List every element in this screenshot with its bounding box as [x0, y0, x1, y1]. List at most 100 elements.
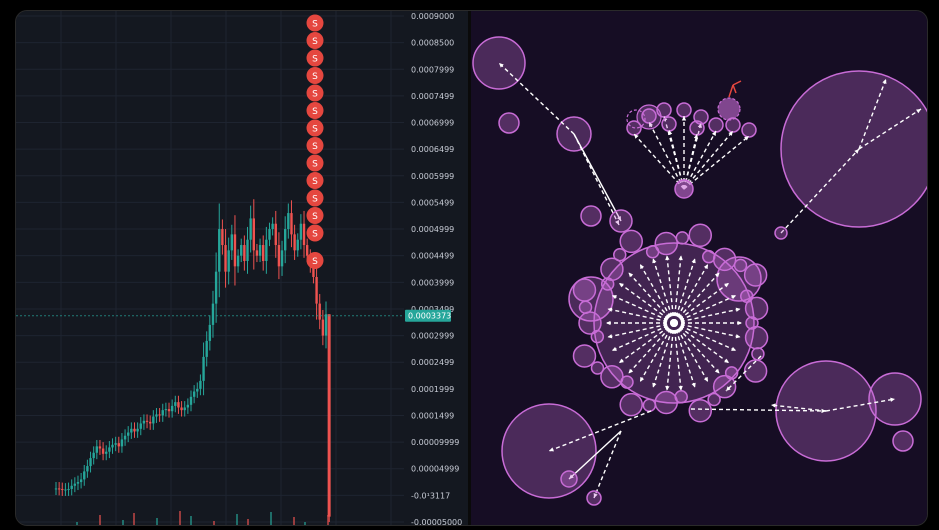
- candle[interactable]: [186, 404, 190, 408]
- candle[interactable]: [224, 245, 227, 272]
- candle[interactable]: [274, 223, 277, 246]
- candle[interactable]: [192, 391, 196, 397]
- wallet-bubble[interactable]: [725, 117, 741, 133]
- wallet-bubble[interactable]: [716, 256, 762, 302]
- candle[interactable]: [262, 245, 265, 262]
- wallet-bubble[interactable]: [498, 112, 520, 134]
- crash-candle[interactable]: [327, 314, 331, 517]
- candle[interactable]: [148, 421, 152, 424]
- wallet-bubble[interactable]: [636, 104, 662, 130]
- wallet-bubble[interactable]: [892, 430, 914, 452]
- wallet-bubble[interactable]: [590, 361, 605, 375]
- sell-marker[interactable]: S: [306, 172, 324, 189]
- candle[interactable]: [95, 446, 99, 453]
- wallet-bubble[interactable]: [676, 102, 692, 118]
- candle[interactable]: [139, 423, 142, 429]
- candle[interactable]: [315, 276, 318, 304]
- candle[interactable]: [240, 245, 243, 256]
- candle[interactable]: [255, 250, 259, 256]
- candle[interactable]: [89, 458, 92, 467]
- candle[interactable]: [312, 266, 315, 277]
- candle[interactable]: [293, 234, 296, 251]
- candle[interactable]: [101, 448, 105, 454]
- candle[interactable]: [161, 410, 164, 416]
- candle[interactable]: [127, 432, 130, 436]
- candle[interactable]: [324, 314, 328, 336]
- candle[interactable]: [133, 428, 136, 432]
- wallet-bubble[interactable]: [689, 120, 705, 136]
- candle[interactable]: [164, 409, 168, 411]
- wallet-bubble[interactable]: [774, 226, 788, 240]
- candle[interactable]: [252, 218, 255, 251]
- candle[interactable]: [142, 420, 146, 424]
- wallet-bubble[interactable]: [600, 257, 624, 281]
- sell-marker[interactable]: S: [306, 252, 324, 269]
- sell-marker[interactable]: S: [306, 14, 324, 32]
- candle[interactable]: [211, 303, 215, 325]
- sell-marker[interactable]: S: [306, 67, 324, 84]
- candle[interactable]: [177, 402, 180, 408]
- wallet-bubble[interactable]: [580, 205, 602, 227]
- wallet-bubble[interactable]: [572, 278, 597, 302]
- wallet-bubble[interactable]: [586, 490, 602, 506]
- wallet-bubble[interactable]: [619, 392, 643, 417]
- wallet-bubble[interactable]: [751, 347, 765, 361]
- candle[interactable]: [136, 428, 139, 432]
- candle[interactable]: [152, 416, 155, 424]
- candle[interactable]: [183, 407, 186, 411]
- wallet-bubble[interactable]: [613, 248, 627, 262]
- sell-marker[interactable]: S: [306, 224, 324, 242]
- wallet-bubble[interactable]: [600, 365, 624, 389]
- candle[interactable]: [321, 319, 325, 336]
- bubble-network-panel[interactable]: [471, 11, 927, 525]
- candle[interactable]: [280, 250, 284, 267]
- sell-marker[interactable]: S: [306, 49, 324, 67]
- candle[interactable]: [79, 479, 83, 483]
- candle[interactable]: [117, 443, 120, 447]
- wallet-bubble[interactable]: [733, 258, 748, 273]
- highlighted-wallet-bubble[interactable]: [717, 97, 741, 121]
- wallet-bubble[interactable]: [675, 231, 690, 245]
- candle[interactable]: [120, 439, 124, 447]
- candle[interactable]: [249, 218, 252, 240]
- candle[interactable]: [54, 488, 58, 490]
- candle[interactable]: [76, 482, 80, 484]
- candle[interactable]: [202, 356, 205, 381]
- wallet-bubble[interactable]: [642, 398, 657, 412]
- wallet-bubble[interactable]: [702, 249, 716, 264]
- candle[interactable]: [167, 409, 171, 412]
- candle[interactable]: [287, 213, 290, 230]
- sell-marker[interactable]: S: [306, 154, 324, 172]
- candle[interactable]: [145, 420, 149, 422]
- candle[interactable]: [305, 245, 309, 256]
- candle[interactable]: [230, 234, 234, 251]
- candle[interactable]: [70, 485, 73, 489]
- candle[interactable]: [57, 488, 61, 490]
- candle[interactable]: [170, 405, 174, 412]
- bubble-network-graph[interactable]: [471, 11, 927, 525]
- wallet-bubble[interactable]: [744, 325, 769, 350]
- candle[interactable]: [318, 303, 321, 320]
- wallet-bubble[interactable]: [609, 209, 633, 233]
- large-wallet-bubble[interactable]: [780, 70, 927, 228]
- candle[interactable]: [246, 239, 249, 262]
- wallet-bubble[interactable]: [688, 398, 713, 423]
- fan-source-bubble[interactable]: [674, 179, 694, 199]
- candle[interactable]: [98, 446, 102, 449]
- candle[interactable]: [105, 451, 108, 454]
- wallet-bubble[interactable]: [743, 359, 768, 383]
- wallet-bubble[interactable]: [661, 116, 677, 132]
- candle[interactable]: [189, 396, 193, 405]
- candle[interactable]: [83, 471, 86, 480]
- wallet-bubble[interactable]: [712, 247, 737, 272]
- candle[interactable]: [92, 452, 95, 459]
- price-chart-panel[interactable]: 0.0009000 0.0008500 0.0007999 0.0007499 0.00…: [16, 11, 468, 525]
- candle[interactable]: [114, 443, 117, 445]
- candle[interactable]: [67, 488, 70, 490]
- sell-marker[interactable]: S: [306, 119, 324, 137]
- candle[interactable]: [290, 213, 293, 235]
- wallet-bubble[interactable]: [712, 374, 737, 399]
- candle[interactable]: [111, 444, 114, 448]
- candle[interactable]: [214, 271, 218, 304]
- candle[interactable]: [302, 223, 306, 246]
